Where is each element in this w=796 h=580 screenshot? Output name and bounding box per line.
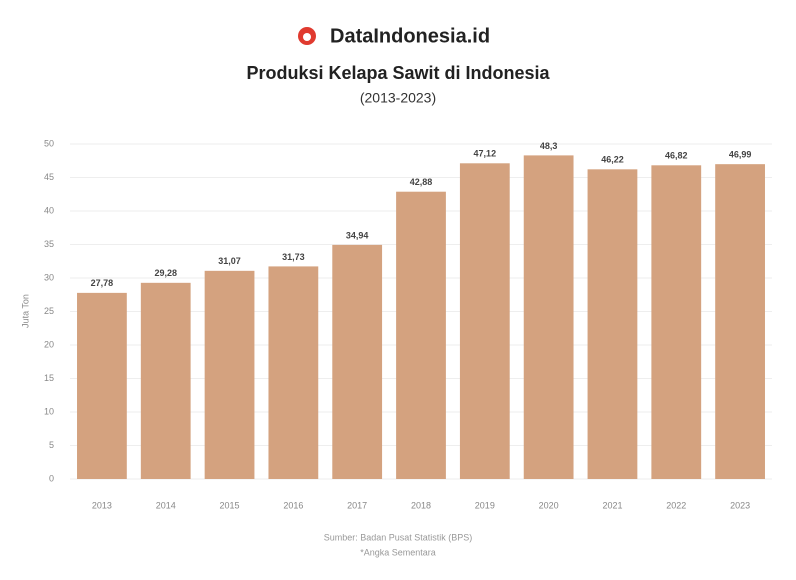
bar — [268, 266, 319, 479]
y-tick-label: 10 — [44, 406, 54, 416]
value-label: 27,78 — [91, 278, 114, 288]
bar — [332, 244, 383, 479]
bar — [587, 169, 638, 480]
bar — [523, 155, 574, 479]
y-axis-label: Juta Ton — [20, 294, 30, 328]
brand: DataIndonesia.id — [330, 25, 490, 47]
value-label: 31,07 — [218, 256, 241, 266]
y-tick-label: 25 — [44, 306, 54, 316]
note: *Angka Sementara — [360, 547, 436, 557]
x-tick-label: 2020 — [539, 500, 559, 510]
x-tick-label: 2019 — [475, 500, 495, 510]
y-tick-label: 35 — [44, 239, 54, 249]
value-label: 46,99 — [729, 150, 752, 160]
source: Sumber: Badan Pusat Statistik (BPS) — [324, 532, 473, 542]
x-tick-label: 2022 — [666, 500, 686, 510]
bar — [140, 282, 191, 479]
value-label: 42,88 — [410, 177, 433, 187]
x-tick-label: 2018 — [411, 500, 431, 510]
x-tick-label: 2015 — [220, 500, 240, 510]
x-tick-label: 2014 — [156, 500, 176, 510]
value-label: 29,28 — [154, 268, 177, 278]
bar — [77, 292, 127, 479]
y-tick-label: 40 — [44, 205, 54, 215]
x-tick-label: 2016 — [283, 500, 303, 510]
value-label: 48,3 — [540, 141, 558, 151]
y-tick-label: 0 — [49, 473, 54, 483]
y-tick-label: 30 — [44, 272, 54, 282]
value-label: 46,82 — [665, 151, 688, 161]
x-tick-label: 2021 — [602, 500, 622, 510]
x-tick-label: 2013 — [92, 500, 112, 510]
bar — [459, 163, 510, 479]
chart-title: Produksi Kelapa Sawit di Indonesia — [246, 63, 550, 83]
value-label: 46,22 — [601, 155, 624, 165]
chart-subtitle: (2013-2023) — [360, 90, 436, 106]
value-label: 31,73 — [282, 252, 305, 262]
bar — [651, 165, 702, 479]
bar — [396, 191, 446, 480]
value-label: 47,12 — [474, 149, 497, 159]
x-tick-label: 2023 — [730, 500, 750, 510]
y-tick-label: 45 — [44, 172, 54, 182]
y-tick-label: 20 — [44, 339, 54, 349]
y-tick-label: 5 — [49, 440, 54, 450]
value-label: 34,94 — [346, 230, 369, 240]
y-tick-label: 50 — [44, 138, 54, 148]
y-tick-label: 15 — [44, 373, 54, 383]
bar — [715, 164, 765, 480]
logo-inner — [303, 33, 311, 41]
bar — [204, 270, 255, 479]
x-tick-label: 2017 — [347, 500, 367, 510]
